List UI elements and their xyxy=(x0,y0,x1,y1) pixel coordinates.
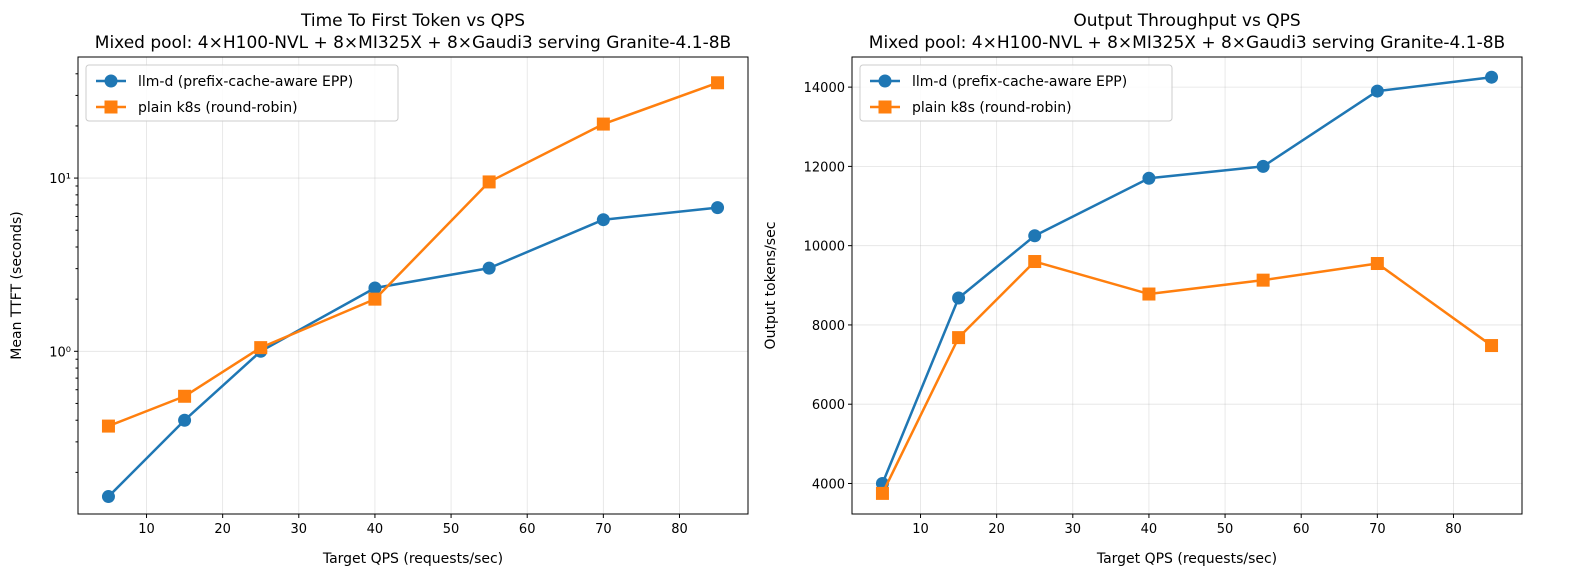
legend-marker xyxy=(878,100,892,114)
data-point xyxy=(875,486,889,500)
data-point xyxy=(1485,339,1499,353)
x-tick-label: 20 xyxy=(988,522,1005,537)
data-point xyxy=(482,175,496,189)
data-point xyxy=(1256,159,1270,173)
plot-frame xyxy=(77,56,749,515)
data-point xyxy=(1256,273,1270,287)
chart-title-line: Output Throughput vs QPS xyxy=(1073,11,1300,31)
data-point xyxy=(101,490,115,504)
data-point xyxy=(1370,84,1384,98)
x-tick-label: 50 xyxy=(1217,522,1234,537)
data-point xyxy=(1028,255,1042,269)
data-point xyxy=(596,117,610,131)
plot-frame xyxy=(851,56,1523,515)
data-point xyxy=(1142,287,1156,301)
y-axis-label: Mean TTFT (seconds) xyxy=(9,211,25,359)
x-tick-label: 70 xyxy=(595,522,612,537)
legend-marker xyxy=(878,74,892,88)
series-line xyxy=(107,206,718,498)
legend-entry: plain k8s (round-robin) xyxy=(138,100,298,116)
x-tick-label: 80 xyxy=(1445,522,1462,537)
data-point xyxy=(178,413,192,427)
data-point xyxy=(1370,257,1384,271)
chart-title-line: Time To First Token vs QPS xyxy=(300,11,525,31)
x-tick-label: 30 xyxy=(291,522,308,537)
data-point xyxy=(952,331,966,345)
data-point xyxy=(1142,171,1156,185)
y-tick-label: 12000 xyxy=(804,160,845,175)
legend-box xyxy=(85,64,399,122)
legend-box xyxy=(859,64,1173,122)
y-tick-label: 14000 xyxy=(804,81,845,96)
x-tick-label: 50 xyxy=(443,522,460,537)
legend-marker xyxy=(104,74,118,88)
y-axis-label: Output tokens/sec xyxy=(763,222,779,350)
data-point xyxy=(368,292,382,306)
x-axis-label: Target QPS (requests/sec) xyxy=(322,551,503,567)
x-tick-label: 10 xyxy=(138,522,155,537)
data-point xyxy=(482,261,496,275)
data-point xyxy=(178,389,192,403)
x-tick-label: 60 xyxy=(519,522,536,537)
data-point xyxy=(254,341,268,355)
x-tick-label: 60 xyxy=(1293,522,1310,537)
x-tick-label: 30 xyxy=(1065,522,1082,537)
y-tick-label: 6000 xyxy=(812,398,845,413)
data-point xyxy=(1485,70,1499,84)
x-tick-label: 40 xyxy=(367,522,384,537)
data-point xyxy=(368,281,382,295)
chart-title-line: Mixed pool: 4×H100-NVL + 8×MI325X + 8×Ga… xyxy=(869,33,1505,53)
data-point xyxy=(596,213,610,227)
data-point xyxy=(101,419,115,433)
x-tick-label: 80 xyxy=(671,522,688,537)
y-tick-label: 10000 xyxy=(804,240,845,255)
legend: llm-d (prefix-cache-aware EPP) plain k8s … xyxy=(859,64,1173,122)
x-tick-label: 20 xyxy=(214,522,231,537)
series-llm-d xyxy=(101,201,725,504)
y-tick-label: 4000 xyxy=(812,477,845,492)
x-axis-label: Target QPS (requests/sec) xyxy=(1096,551,1277,567)
data-point xyxy=(952,291,966,305)
data-point xyxy=(711,201,725,215)
series-line xyxy=(881,260,1493,494)
legend-entry: llm-d (prefix-cache-aware EPP) xyxy=(138,74,353,90)
y-tick-label: 8000 xyxy=(812,319,845,334)
series-plain-k8s xyxy=(101,76,725,433)
x-tick-label: 40 xyxy=(1141,522,1158,537)
legend-marker xyxy=(104,100,118,114)
legend-entry: plain k8s (round-robin) xyxy=(912,100,1072,116)
legend-entry: llm-d (prefix-cache-aware EPP) xyxy=(912,74,1127,90)
y-tick-label: 10¹ xyxy=(49,172,71,187)
series-plain-k8s xyxy=(875,255,1499,500)
data-point xyxy=(711,76,725,90)
legend: llm-d (prefix-cache-aware EPP) plain k8s … xyxy=(85,64,399,122)
y-tick-label: 10⁰ xyxy=(49,345,71,360)
data-point xyxy=(1028,229,1042,243)
x-tick-label: 10 xyxy=(912,522,929,537)
series-llm-d xyxy=(875,70,1499,490)
chart-title-line: Mixed pool: 4×H100-NVL + 8×MI325X + 8×Ga… xyxy=(95,33,731,53)
x-tick-label: 70 xyxy=(1369,522,1386,537)
series-line xyxy=(107,81,718,428)
